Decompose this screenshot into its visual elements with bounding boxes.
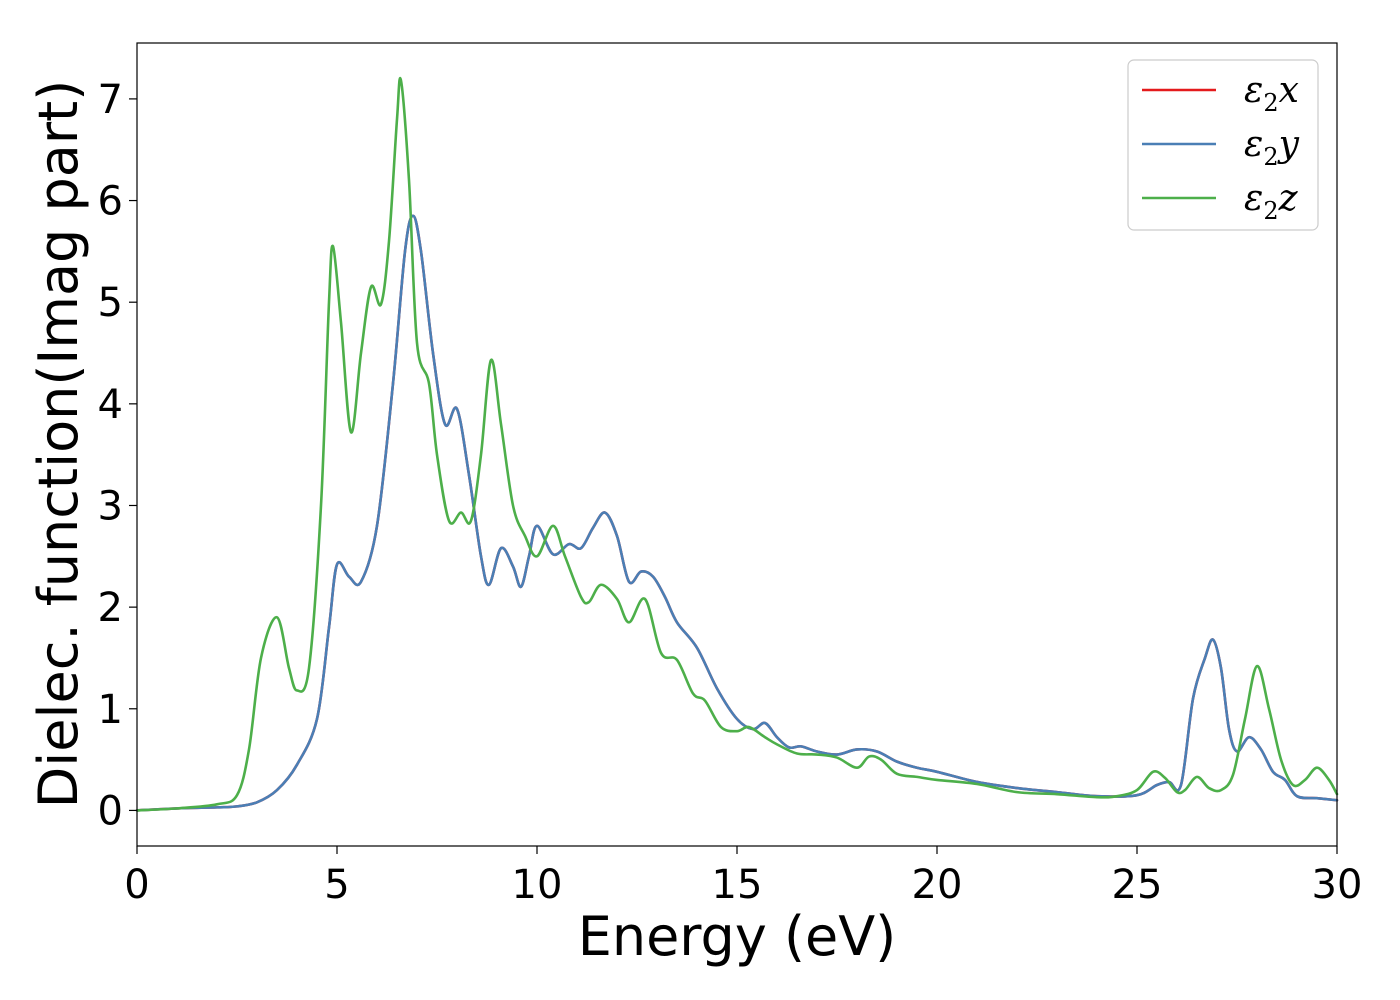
x-axis-title: Energy (eV)	[578, 905, 897, 968]
y-tick-label: 0	[98, 788, 123, 834]
x-tick-label: 0	[124, 862, 149, 908]
series-line-z	[135, 76, 1339, 812]
y-tick-label: 7	[98, 77, 123, 123]
legend-label-x: ε2x	[1244, 70, 1299, 117]
y-tick-label: 2	[98, 585, 123, 631]
legend-box	[1127, 59, 1319, 231]
x-tick-label: 20	[912, 862, 963, 908]
x-tick-label: 10	[512, 862, 563, 908]
y-tick-label: 6	[98, 179, 123, 225]
y-axis-title: Dielec. function(Imag part)	[27, 80, 90, 809]
y-tick-label: 5	[98, 280, 123, 326]
legend: ε2x ε2y ε2z	[1127, 59, 1319, 231]
x-tick-label: 30	[1312, 862, 1363, 908]
y-tick-label: 1	[98, 687, 123, 733]
x-tick-label: 5	[324, 862, 349, 908]
y-tick-label: 3	[98, 483, 123, 529]
legend-label-z: ε2z	[1244, 178, 1299, 225]
series-layer	[135, 76, 1339, 812]
x-axis: 0 5 10 15 20 25 30	[124, 846, 1362, 908]
y-axis: 0 1 2 3 4 5 6 7	[98, 77, 137, 834]
y-tick-label: 4	[98, 382, 123, 428]
x-tick-label: 15	[712, 862, 763, 908]
series-line-y	[135, 214, 1339, 812]
x-tick-label: 25	[1112, 862, 1163, 908]
legend-label-y: ε2y	[1244, 124, 1300, 171]
